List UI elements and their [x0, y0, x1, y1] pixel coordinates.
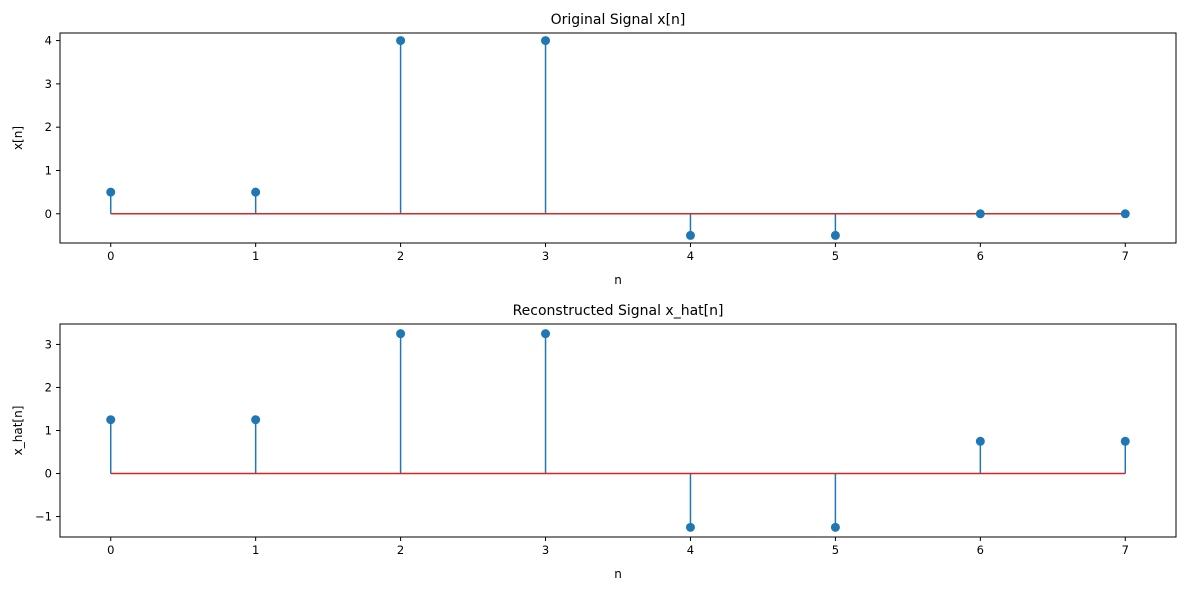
stem-marker — [1120, 436, 1130, 446]
y-tick-label: 0 — [45, 467, 52, 481]
y-tick-label: 4 — [45, 34, 52, 48]
stem-marker — [251, 415, 261, 425]
x-axis-label: n — [614, 273, 622, 287]
x-tick-label: 4 — [687, 249, 694, 263]
x-tick-label: 2 — [397, 543, 404, 557]
y-tick-label: 1 — [45, 163, 52, 177]
y-tick-label: 3 — [45, 77, 52, 91]
y-ticks: −1 0 1 2 3 — [35, 337, 60, 524]
stem-marker — [251, 187, 261, 197]
x-tick-label: 7 — [1122, 543, 1129, 557]
x-tick-label: 7 — [1122, 249, 1129, 263]
stem-marker — [541, 36, 551, 46]
axes-frame — [59, 323, 1177, 538]
x-ticks: 0 1 2 3 4 5 6 7 — [107, 537, 1129, 557]
axes-frame — [59, 32, 1177, 244]
chart-title: Reconstructed Signal x_hat[n] — [513, 303, 724, 319]
stem-marker — [685, 522, 695, 532]
x-ticks: 0 1 2 3 4 5 6 7 — [107, 243, 1129, 263]
stem-marker — [975, 209, 985, 219]
stem-marks — [106, 329, 1130, 532]
chart-title: Original Signal x[n] — [551, 12, 686, 28]
stem-marker — [106, 187, 116, 197]
x-tick-label: 3 — [542, 543, 549, 557]
x-tick-label: 0 — [107, 543, 114, 557]
y-tick-label: 1 — [45, 424, 52, 438]
x-tick-label: 0 — [107, 249, 114, 263]
y-axis-label: x[n] — [11, 126, 25, 150]
x-tick-label: 1 — [252, 249, 259, 263]
x-tick-label: 3 — [542, 249, 549, 263]
stem-marker — [541, 329, 551, 339]
stem-marker — [830, 522, 840, 532]
y-axis-label: x_hat[n] — [11, 406, 25, 456]
y-tick-label: 2 — [45, 380, 52, 394]
stem-marker — [830, 230, 840, 240]
y-tick-label: −1 — [35, 510, 52, 524]
stem-marker — [685, 230, 695, 240]
stem-marks — [106, 36, 1130, 240]
subplot-original-signal: 0 1 2 3 4 5 6 7 0 1 2 3 4 Original Signal x[n] n x[… — [11, 12, 1177, 287]
x-tick-label: 5 — [832, 543, 839, 557]
y-tick-label: 2 — [45, 120, 52, 134]
subplot-reconstructed-signal: 0 1 2 3 4 5 6 7 −1 0 1 2 3 Reconstructed Signal x_h… — [11, 303, 1177, 581]
stem-marker — [1120, 209, 1130, 219]
x-tick-label: 5 — [832, 249, 839, 263]
stem-marker — [396, 329, 406, 339]
stem-marker — [396, 36, 406, 46]
y-ticks: 0 1 2 3 4 — [45, 34, 60, 221]
y-tick-label: 3 — [45, 337, 52, 351]
x-axis-label: n — [614, 567, 622, 581]
x-tick-label: 6 — [977, 249, 984, 263]
x-tick-label: 2 — [397, 249, 404, 263]
x-tick-label: 6 — [977, 543, 984, 557]
stem-marker — [106, 415, 116, 425]
stem-marker — [975, 436, 985, 446]
x-tick-label: 1 — [252, 543, 259, 557]
x-tick-label: 4 — [687, 543, 694, 557]
y-tick-label: 0 — [45, 207, 52, 221]
